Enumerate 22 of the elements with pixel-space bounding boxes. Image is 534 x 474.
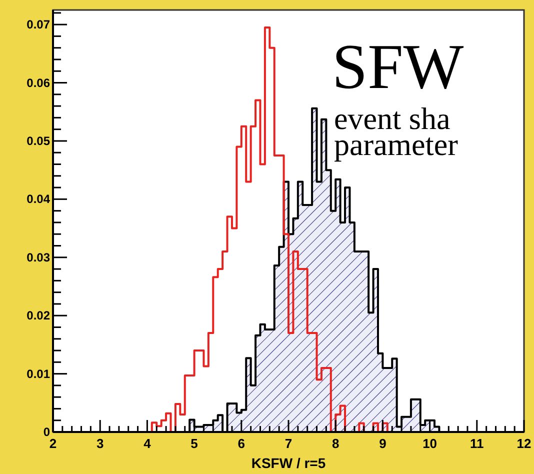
x-tick-label: 7 — [284, 436, 292, 451]
y-tick-label: 0.04 — [26, 192, 50, 206]
x-tick-label: 11 — [470, 436, 484, 451]
x-tick-label: 10 — [422, 436, 438, 451]
annotation: SFW — [332, 31, 464, 102]
x-tick-label: 8 — [332, 436, 340, 451]
y-tick-label: 0.07 — [26, 18, 50, 32]
y-tick-label: 0.03 — [26, 250, 50, 264]
x-tick-label: 5 — [190, 436, 198, 451]
x-axis-title: KSFW / r=5 — [251, 455, 326, 471]
y-tick-label: 0.06 — [26, 76, 50, 90]
x-tick-label: 4 — [144, 436, 152, 451]
y-tick-label: 0.05 — [26, 134, 50, 148]
x-tick-label: 3 — [96, 436, 104, 451]
x-tick-label: 9 — [379, 436, 386, 451]
y-tick-label: 0.02 — [26, 308, 50, 323]
x-tick-label: 12 — [516, 436, 532, 451]
x-tick-label: 2 — [49, 436, 57, 451]
annotation: event sha — [334, 101, 450, 136]
y-tick-label: 0.01 — [26, 366, 50, 381]
y-tick-label: 0 — [43, 425, 50, 439]
x-tick-label: 6 — [238, 436, 246, 451]
